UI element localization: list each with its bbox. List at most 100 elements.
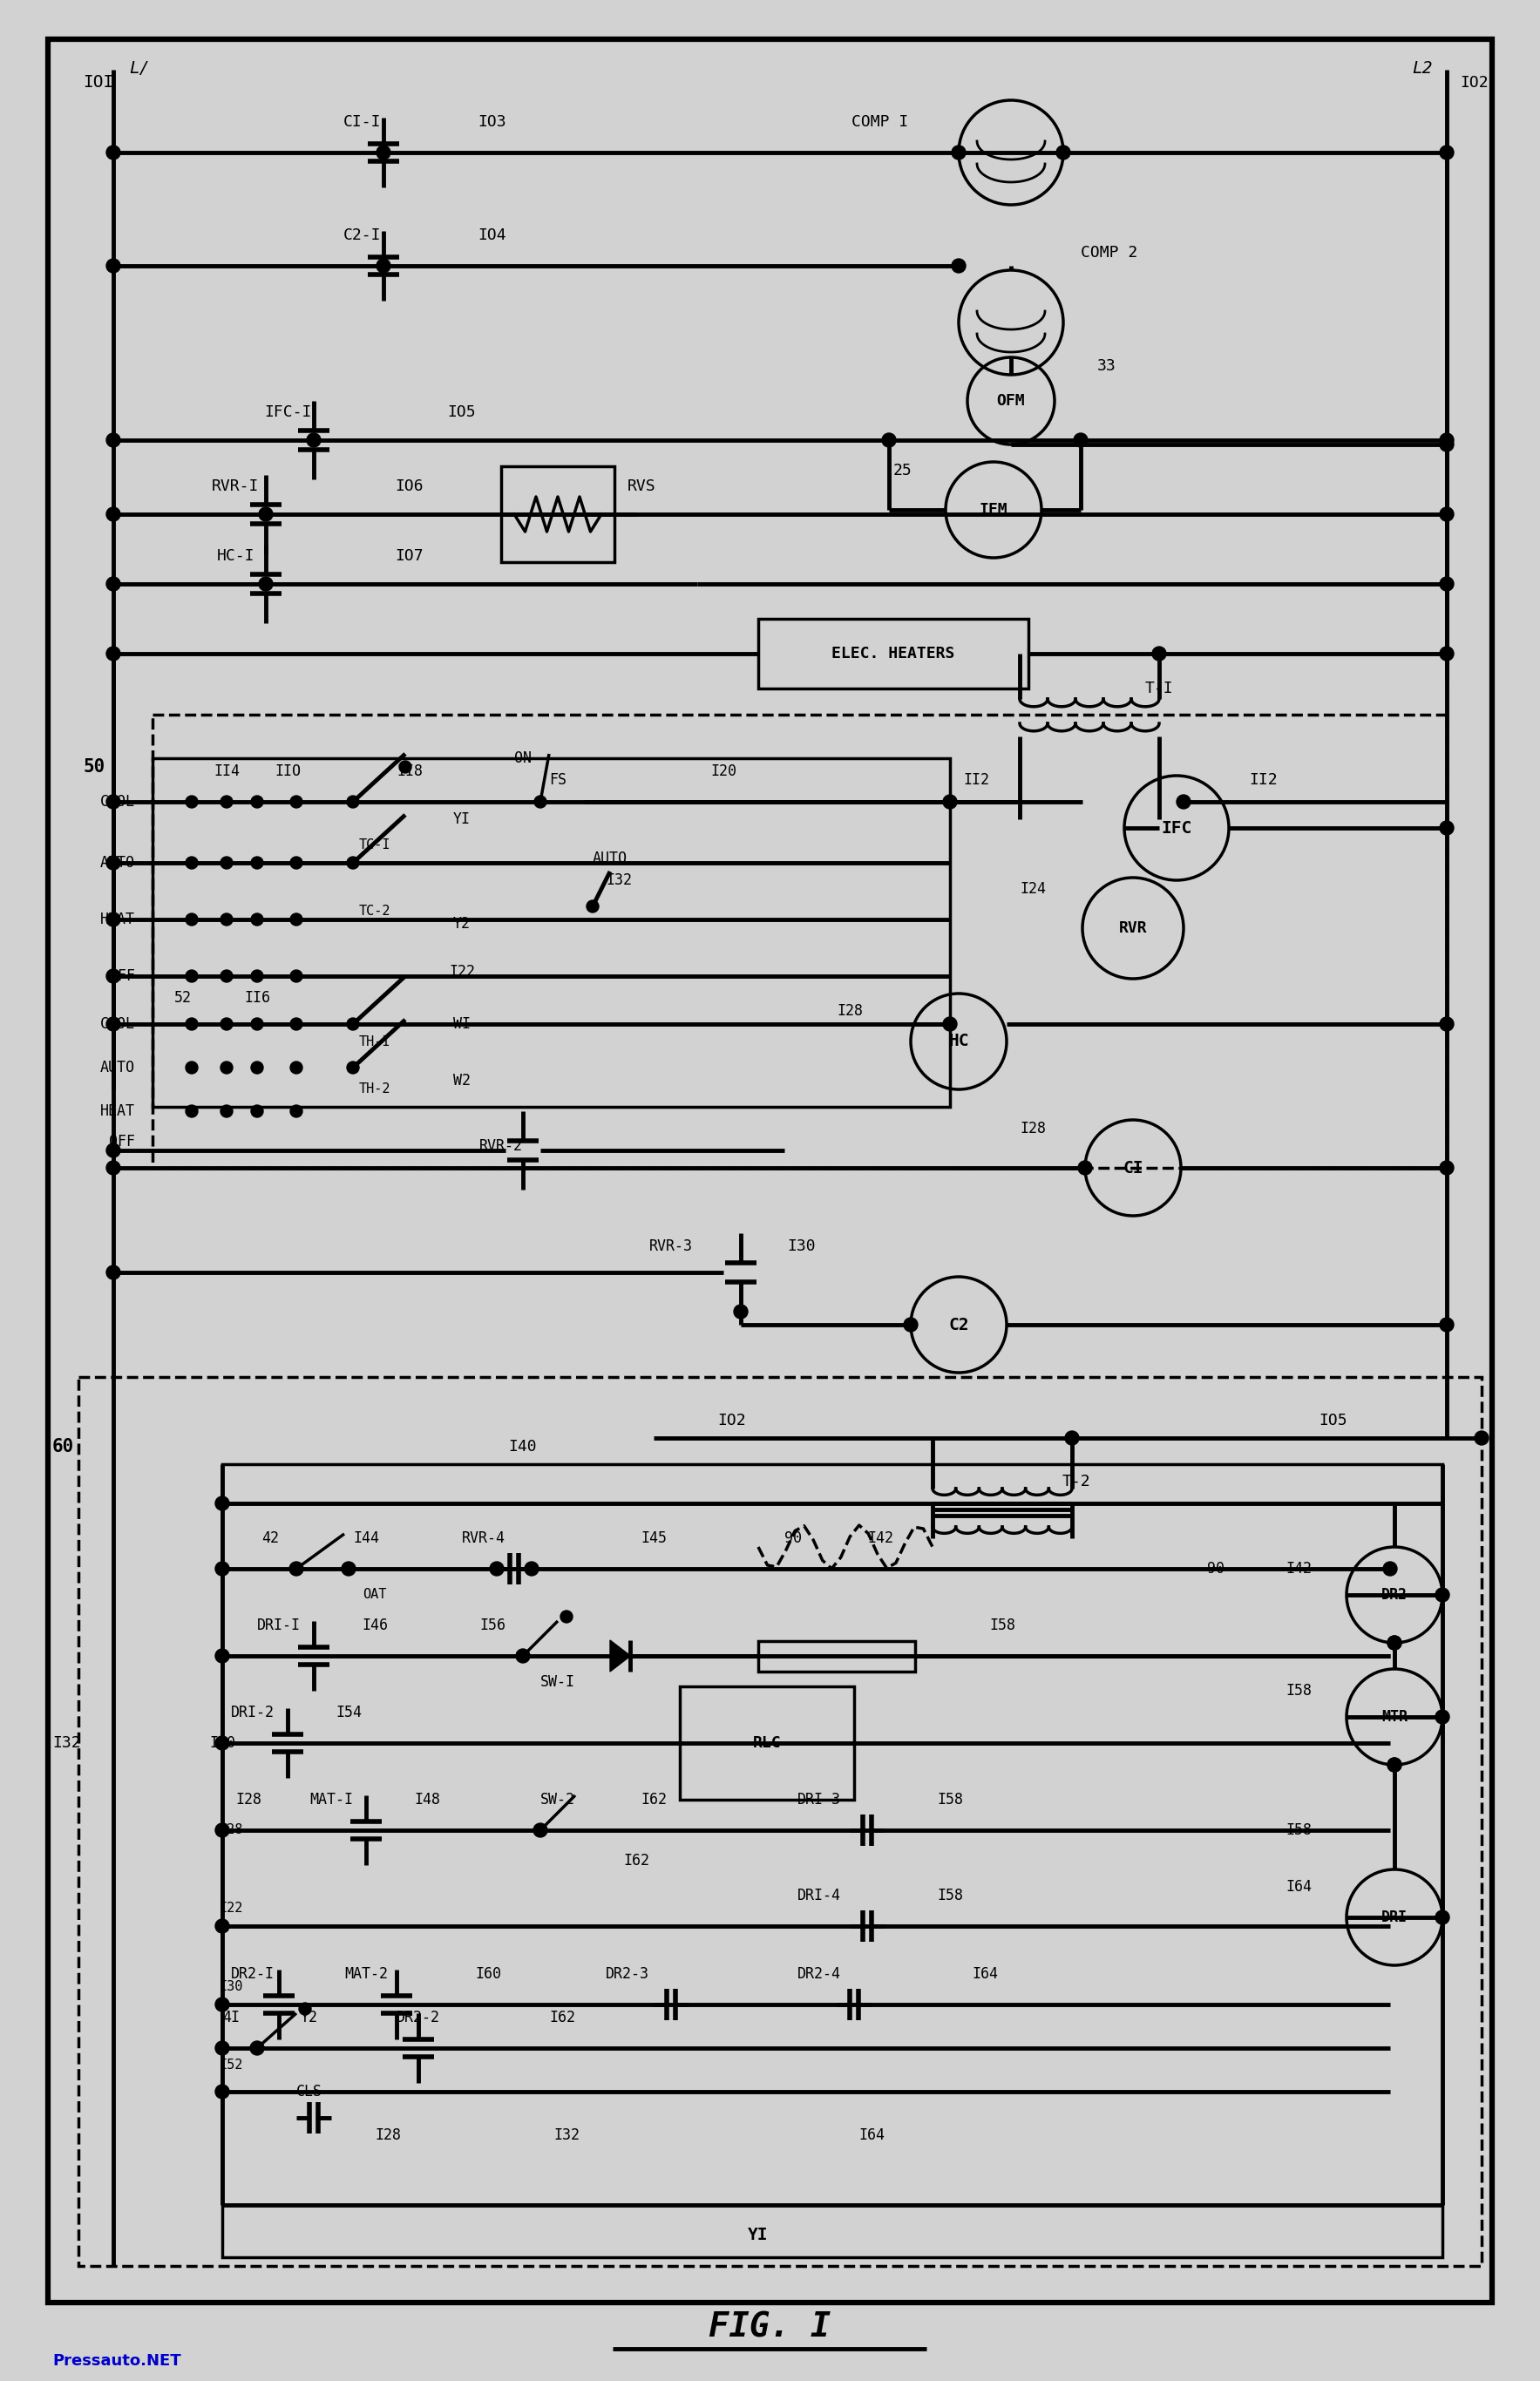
Text: I30: I30 — [787, 1238, 816, 1255]
Text: IO4: IO4 — [479, 229, 507, 243]
Text: I44: I44 — [353, 1531, 379, 1545]
Text: II6: II6 — [243, 990, 270, 1005]
Text: IFC: IFC — [1161, 819, 1192, 836]
Circle shape — [587, 900, 599, 912]
Text: I28: I28 — [836, 1002, 862, 1019]
Circle shape — [106, 912, 120, 926]
Circle shape — [1440, 1317, 1454, 1331]
Text: I40: I40 — [508, 1438, 537, 1455]
Text: I56: I56 — [479, 1617, 505, 1633]
Circle shape — [290, 857, 302, 869]
Text: ELEC. HEATERS: ELEC. HEATERS — [832, 645, 955, 662]
Text: CI: CI — [1123, 1160, 1143, 1176]
Text: II2: II2 — [962, 771, 989, 788]
Circle shape — [299, 2002, 311, 2014]
Text: ON: ON — [514, 750, 531, 767]
Text: 60: 60 — [52, 1438, 74, 1455]
Circle shape — [1440, 576, 1454, 590]
Circle shape — [342, 1562, 356, 1576]
Circle shape — [220, 1105, 233, 1117]
Text: IOI: IOI — [83, 74, 114, 90]
Text: FS: FS — [550, 771, 567, 788]
Circle shape — [399, 762, 411, 774]
Circle shape — [1440, 433, 1454, 448]
Text: IO2: IO2 — [718, 1412, 747, 1429]
Circle shape — [186, 969, 197, 983]
Circle shape — [290, 914, 302, 926]
Circle shape — [186, 1105, 197, 1117]
Circle shape — [1177, 795, 1190, 810]
Text: COMP I: COMP I — [852, 114, 909, 131]
Circle shape — [1066, 1431, 1080, 1445]
Text: II4: II4 — [214, 764, 240, 779]
Text: RVR-I: RVR-I — [211, 479, 259, 495]
Circle shape — [290, 1019, 302, 1031]
Text: 90: 90 — [1207, 1562, 1224, 1576]
Text: DR2-4: DR2-4 — [798, 1967, 841, 1981]
Text: I52: I52 — [219, 2060, 243, 2071]
Circle shape — [220, 969, 233, 983]
Circle shape — [290, 969, 302, 983]
Text: MAT-2: MAT-2 — [345, 1967, 388, 1981]
Circle shape — [106, 1264, 120, 1279]
Text: I32: I32 — [553, 2126, 579, 2143]
Text: HEAT: HEAT — [100, 912, 136, 926]
Text: COOL: COOL — [100, 793, 136, 810]
Text: T-I: T-I — [1144, 681, 1173, 695]
Circle shape — [1435, 1910, 1449, 1924]
Text: C2-I: C2-I — [343, 229, 380, 243]
Circle shape — [186, 795, 197, 807]
Bar — [679, 1686, 855, 1800]
Text: I28: I28 — [236, 1793, 262, 1807]
Circle shape — [1152, 648, 1166, 660]
Circle shape — [1440, 648, 1454, 660]
Text: YI: YI — [748, 2226, 768, 2243]
Circle shape — [251, 969, 263, 983]
Text: I58: I58 — [936, 1793, 962, 1807]
Text: IO5: IO5 — [1320, 1412, 1348, 1429]
Text: I58: I58 — [1286, 1683, 1312, 1698]
Circle shape — [346, 1019, 359, 1031]
Circle shape — [1056, 145, 1070, 160]
Circle shape — [1440, 507, 1454, 521]
Circle shape — [882, 433, 896, 448]
Circle shape — [220, 1062, 233, 1074]
Text: RLC: RLC — [753, 1736, 781, 1750]
Circle shape — [290, 1105, 302, 1117]
Circle shape — [106, 795, 120, 810]
Text: OFM: OFM — [996, 393, 1026, 410]
Circle shape — [186, 1019, 197, 1031]
Circle shape — [942, 1017, 956, 1031]
Bar — [758, 619, 1029, 688]
Text: RVR-2: RVR-2 — [479, 1138, 524, 1155]
Circle shape — [1078, 1162, 1092, 1174]
Circle shape — [259, 576, 273, 590]
Circle shape — [1388, 1757, 1401, 1771]
Circle shape — [106, 576, 120, 590]
Circle shape — [106, 433, 120, 448]
Text: I20: I20 — [710, 764, 736, 779]
Text: 42: 42 — [262, 1531, 279, 1545]
Text: CLS: CLS — [296, 2083, 322, 2100]
Text: COOL: COOL — [100, 1017, 136, 1031]
Text: DRI-I: DRI-I — [257, 1617, 300, 1633]
Circle shape — [376, 260, 391, 274]
Text: I45: I45 — [641, 1531, 667, 1545]
Circle shape — [1475, 1431, 1489, 1445]
Text: I60: I60 — [474, 1967, 500, 1981]
Circle shape — [290, 1562, 303, 1576]
Text: Pressauto.NET: Pressauto.NET — [52, 2352, 182, 2369]
Text: 25: 25 — [893, 462, 912, 479]
Circle shape — [106, 145, 120, 160]
Circle shape — [1388, 1636, 1401, 1650]
Text: I22: I22 — [219, 1902, 243, 1914]
Bar — [152, 714, 1446, 1167]
Text: Y2: Y2 — [453, 917, 471, 931]
Text: SW-2: SW-2 — [541, 1793, 576, 1807]
Text: L2: L2 — [1412, 60, 1432, 76]
Text: AUTO: AUTO — [100, 1060, 136, 1076]
Circle shape — [186, 914, 197, 926]
Circle shape — [251, 1105, 263, 1117]
Circle shape — [346, 857, 359, 869]
Text: IFM: IFM — [979, 502, 1007, 517]
